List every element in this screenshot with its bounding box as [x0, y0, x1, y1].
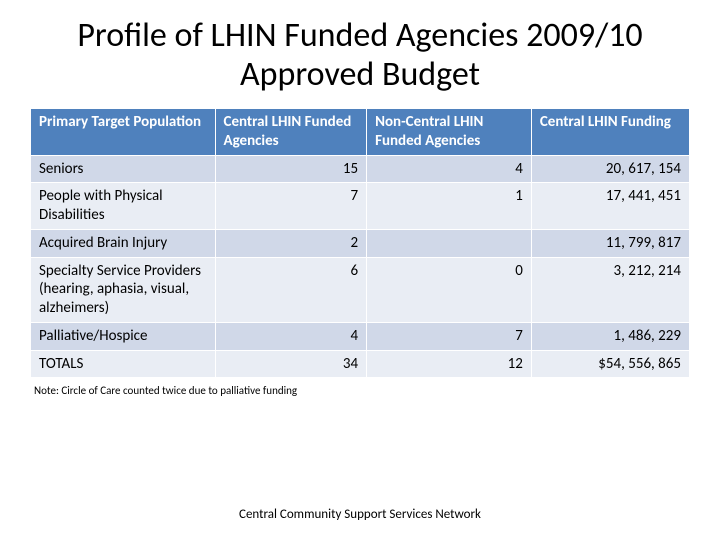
table-row: Acquired Brain Injury 2 11, 799, 817: [31, 229, 690, 257]
col-header-funding: Central LHIN Funding: [531, 109, 689, 156]
row-central: 15: [215, 155, 367, 183]
row-central: 4: [215, 322, 367, 350]
row-funding: 11, 799, 817: [531, 229, 689, 257]
table-row: People with Physical Disabilities 7 1 17…: [31, 183, 690, 230]
row-label: People with Physical Disabilities: [31, 183, 216, 230]
row-label: TOTALS: [31, 350, 216, 378]
row-noncentral: 7: [367, 322, 532, 350]
row-label: Seniors: [31, 155, 216, 183]
table-row: Specialty Service Providers (hearing, ap…: [31, 257, 690, 322]
row-central: 6: [215, 257, 367, 322]
row-noncentral: 4: [367, 155, 532, 183]
table-row: Seniors 15 4 20, 617, 154: [31, 155, 690, 183]
row-funding: 20, 617, 154: [531, 155, 689, 183]
row-central: 7: [215, 183, 367, 230]
table-header-row: Primary Target Population Central LHIN F…: [31, 109, 690, 156]
col-header-population: Primary Target Population: [31, 109, 216, 156]
row-noncentral: [367, 229, 532, 257]
col-header-noncentral-agencies: Non-Central LHIN Funded Agencies: [367, 109, 532, 156]
footer-text: Central Community Support Services Netwo…: [0, 507, 720, 522]
col-header-central-agencies: Central LHIN Funded Agencies: [215, 109, 367, 156]
table-row-totals: TOTALS 34 12 $54, 556, 865: [31, 350, 690, 378]
row-noncentral: 0: [367, 257, 532, 322]
row-noncentral: 1: [367, 183, 532, 230]
row-central: 2: [215, 229, 367, 257]
row-funding: 1, 486, 229: [531, 322, 689, 350]
footnote: Note: Circle of Care counted twice due t…: [34, 384, 690, 397]
row-funding: $54, 556, 865: [531, 350, 689, 378]
table-row: Palliative/Hospice 4 7 1, 486, 229: [31, 322, 690, 350]
row-noncentral: 12: [367, 350, 532, 378]
slide: Profile of LHIN Funded Agencies 2009/10 …: [0, 0, 720, 540]
slide-title: Profile of LHIN Funded Agencies 2009/10 …: [30, 16, 690, 94]
row-funding: 17, 441, 451: [531, 183, 689, 230]
row-label: Acquired Brain Injury: [31, 229, 216, 257]
row-funding: 3, 212, 214: [531, 257, 689, 322]
row-central: 34: [215, 350, 367, 378]
row-label: Palliative/Hospice: [31, 322, 216, 350]
row-label: Specialty Service Providers (hearing, ap…: [31, 257, 216, 322]
table-body: Seniors 15 4 20, 617, 154 People with Ph…: [31, 155, 690, 378]
budget-table: Primary Target Population Central LHIN F…: [30, 108, 690, 378]
